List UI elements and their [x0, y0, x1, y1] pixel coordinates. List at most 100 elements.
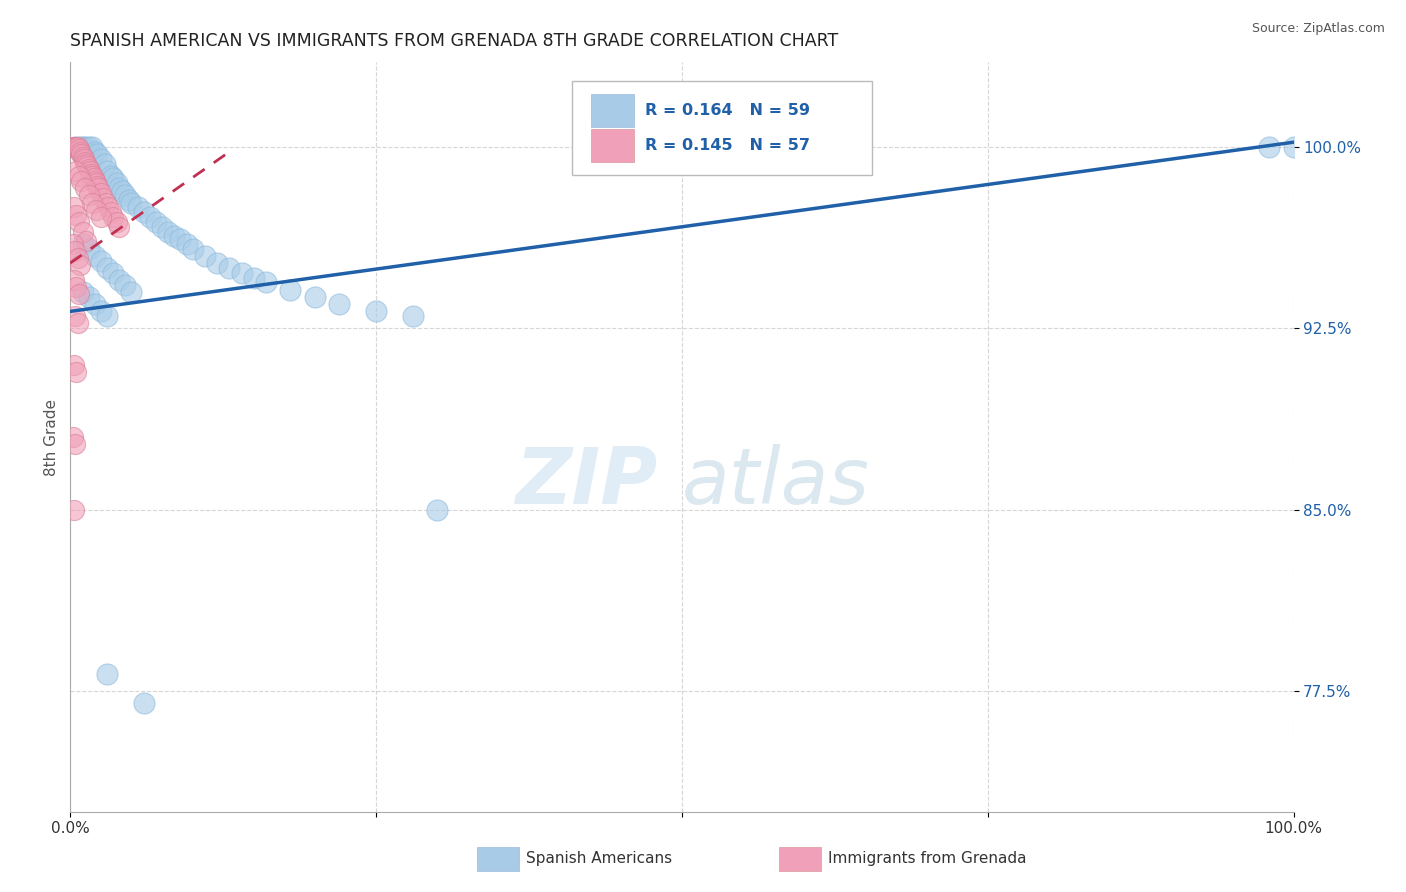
Point — [105, 215, 128, 229]
Point — [97, 201, 120, 215]
Point — [114, 188, 136, 202]
Point — [63, 244, 86, 258]
Point — [96, 260, 118, 275]
Point — [83, 174, 105, 188]
Point — [82, 140, 104, 154]
Point — [77, 140, 100, 154]
Text: Source: ZipAtlas.com: Source: ZipAtlas.com — [1251, 22, 1385, 36]
Point — [194, 249, 217, 263]
Point — [69, 145, 91, 159]
Point — [90, 304, 112, 318]
Point — [73, 154, 96, 169]
Point — [72, 150, 94, 164]
Point — [63, 437, 86, 451]
Point — [163, 229, 186, 244]
Point — [366, 304, 388, 318]
Point — [73, 152, 96, 166]
Point — [66, 140, 89, 154]
Point — [169, 232, 191, 246]
Point — [127, 201, 149, 215]
Point — [90, 210, 112, 224]
Point — [108, 219, 131, 234]
Point — [304, 290, 326, 304]
Point — [65, 164, 87, 178]
Point — [426, 502, 449, 516]
Point — [63, 358, 86, 372]
Point — [72, 236, 94, 251]
Point — [93, 157, 115, 171]
Point — [139, 210, 162, 224]
Point — [105, 176, 128, 190]
Point — [70, 174, 93, 188]
Point — [65, 280, 87, 294]
Point — [90, 152, 112, 166]
Point — [72, 140, 94, 154]
Point — [80, 167, 103, 181]
FancyBboxPatch shape — [572, 81, 872, 175]
Point — [77, 188, 100, 202]
Point — [79, 164, 101, 178]
Point — [94, 195, 117, 210]
Point — [91, 191, 114, 205]
Point — [280, 283, 302, 297]
Point — [77, 242, 100, 256]
Point — [254, 276, 277, 290]
Point — [75, 235, 97, 249]
Text: SPANISH AMERICAN VS IMMIGRANTS FROM GRENADA 8TH GRADE CORRELATION CHART: SPANISH AMERICAN VS IMMIGRANTS FROM GREN… — [70, 32, 838, 50]
Point — [243, 270, 266, 285]
Text: atlas: atlas — [682, 444, 870, 520]
Point — [63, 273, 86, 287]
Point — [150, 219, 173, 234]
Point — [72, 285, 94, 299]
Point — [70, 147, 93, 161]
Point — [90, 186, 112, 200]
Point — [65, 140, 87, 154]
Point — [402, 310, 425, 324]
Point — [65, 365, 87, 379]
Point — [83, 171, 105, 186]
Point — [114, 277, 136, 292]
Text: R = 0.164   N = 59: R = 0.164 N = 59 — [645, 103, 810, 118]
Point — [77, 290, 100, 304]
Point — [121, 285, 143, 299]
Point — [84, 202, 107, 217]
Point — [83, 145, 105, 159]
Point — [145, 215, 167, 229]
Point — [118, 193, 141, 207]
Point — [181, 242, 204, 256]
Point — [72, 225, 94, 239]
Y-axis label: 8th Grade: 8th Grade — [44, 399, 59, 475]
Point — [77, 161, 100, 176]
Text: ZIP: ZIP — [515, 444, 658, 520]
Point — [205, 256, 228, 270]
Point — [231, 266, 253, 280]
Point — [63, 140, 86, 154]
Point — [108, 181, 131, 195]
FancyBboxPatch shape — [592, 129, 634, 162]
Point — [67, 215, 90, 229]
Point — [63, 201, 86, 215]
Point — [83, 297, 105, 311]
Point — [67, 287, 90, 301]
Point — [176, 236, 198, 251]
Point — [86, 178, 108, 193]
Point — [111, 184, 134, 198]
Point — [82, 195, 104, 210]
Point — [100, 169, 122, 183]
Point — [67, 143, 90, 157]
Point — [132, 205, 155, 219]
Point — [101, 266, 124, 280]
Point — [157, 225, 180, 239]
Point — [73, 140, 96, 154]
Text: Immigrants from Grenada: Immigrants from Grenada — [828, 851, 1026, 866]
Point — [121, 195, 143, 210]
Point — [63, 310, 86, 324]
Point — [100, 205, 122, 219]
Text: R = 0.145   N = 57: R = 0.145 N = 57 — [645, 138, 810, 153]
Point — [96, 164, 118, 178]
Point — [328, 297, 350, 311]
Point — [1282, 140, 1305, 154]
FancyBboxPatch shape — [592, 94, 634, 127]
Point — [86, 147, 108, 161]
Point — [1258, 140, 1281, 154]
